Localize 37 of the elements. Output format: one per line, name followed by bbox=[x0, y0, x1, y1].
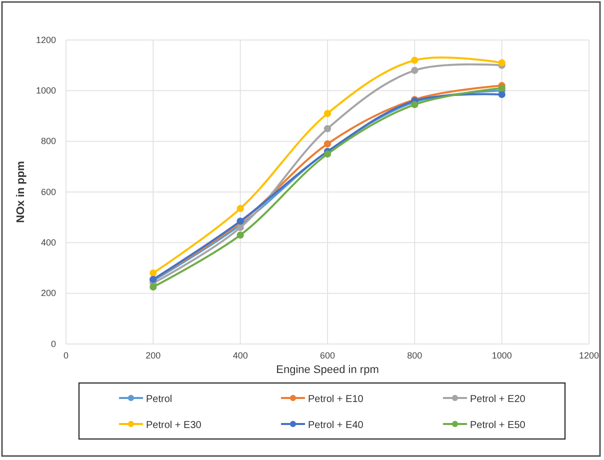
x-tick-label: 600 bbox=[320, 350, 336, 360]
point bbox=[498, 59, 506, 66]
point bbox=[236, 232, 244, 239]
y-tick-label: 1200 bbox=[36, 34, 56, 45]
point bbox=[324, 110, 332, 118]
legend-label: Petrol + E10 bbox=[308, 394, 364, 405]
y-tick-label: 800 bbox=[40, 136, 56, 146]
x-tick-label: 400 bbox=[232, 350, 248, 360]
x-tick-label: 200 bbox=[146, 350, 161, 360]
point bbox=[498, 90, 506, 98]
y-tick-label: 400 bbox=[40, 238, 56, 248]
point bbox=[324, 125, 332, 132]
point bbox=[411, 66, 418, 74]
legend-label: Petrol + E20 bbox=[470, 394, 526, 405]
y-tick-label: 600 bbox=[40, 186, 56, 197]
legend-label: Petrol + E50 bbox=[470, 420, 526, 431]
point bbox=[150, 270, 157, 277]
point bbox=[498, 84, 506, 92]
x-axis-title: Engine Speed in rpm bbox=[276, 364, 379, 376]
point bbox=[236, 224, 244, 232]
y-tick-label: 0 bbox=[50, 338, 56, 349]
point bbox=[236, 204, 244, 212]
y-tick-label: 1000 bbox=[36, 86, 56, 96]
point bbox=[324, 150, 332, 158]
y-axis-title: NOx in ppm bbox=[15, 160, 27, 223]
legend-label: Petrol + E30 bbox=[146, 420, 202, 431]
legend-label: Petrol + E40 bbox=[308, 420, 364, 431]
point bbox=[411, 101, 418, 108]
point bbox=[324, 140, 332, 148]
point bbox=[411, 56, 418, 64]
x-tick-label: 1000 bbox=[492, 350, 512, 360]
x-tick-label: 0 bbox=[63, 350, 69, 360]
point bbox=[150, 283, 157, 291]
y-tick-label: 200 bbox=[40, 288, 56, 298]
x-tick-label: 800 bbox=[407, 350, 422, 360]
legend-label: Petrol bbox=[146, 394, 172, 405]
x-tick-label: 1200 bbox=[578, 350, 600, 360]
